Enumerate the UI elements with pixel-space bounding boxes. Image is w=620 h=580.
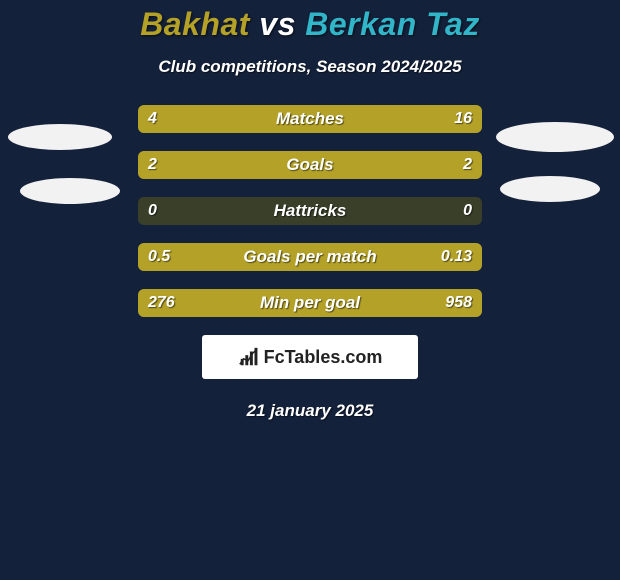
team-badge-placeholder	[8, 124, 112, 150]
logo-box: FcTables.com	[202, 335, 418, 379]
stat-label: Hattricks	[138, 197, 482, 225]
bar-chart-icon	[238, 346, 260, 368]
stat-label: Matches	[138, 105, 482, 133]
title-vs: vs	[259, 6, 296, 42]
stat-label: Min per goal	[138, 289, 482, 317]
stat-row: 416Matches	[138, 105, 482, 133]
stat-label: Goals per match	[138, 243, 482, 271]
team-badge-placeholder	[20, 178, 120, 204]
stat-row: 276958Min per goal	[138, 289, 482, 317]
team-badge-placeholder	[500, 176, 600, 202]
team-badge-placeholder	[496, 122, 614, 152]
stat-row: 00Hattricks	[138, 197, 482, 225]
stat-label: Goals	[138, 151, 482, 179]
site-logo: FcTables.com	[238, 346, 383, 368]
stat-row: 22Goals	[138, 151, 482, 179]
comparison-infographic: Bakhat vs Berkan Taz Club competitions, …	[0, 0, 620, 580]
page-title: Bakhat vs Berkan Taz	[0, 6, 620, 43]
stat-row: 0.50.13Goals per match	[138, 243, 482, 271]
date-label: 21 january 2025	[0, 401, 620, 421]
title-player-left: Bakhat	[140, 6, 250, 42]
title-player-right: Berkan Taz	[305, 6, 480, 42]
logo-text: FcTables.com	[264, 347, 383, 368]
subtitle: Club competitions, Season 2024/2025	[0, 57, 620, 77]
